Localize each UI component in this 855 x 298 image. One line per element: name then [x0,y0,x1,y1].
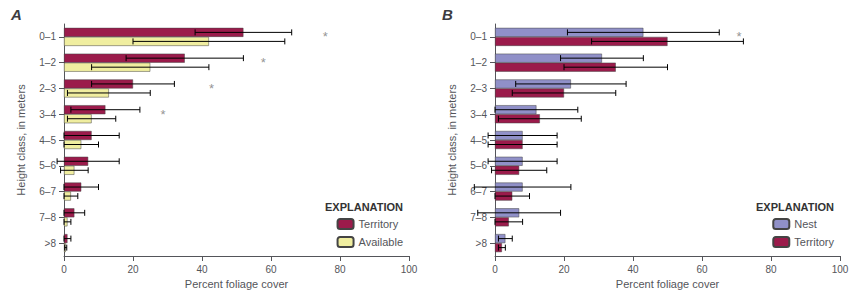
svg-text:20: 20 [558,264,570,275]
svg-text:5–6: 5–6 [470,160,487,171]
svg-text:4–5: 4–5 [470,135,487,146]
svg-text:Height class, in meters: Height class, in meters [15,84,27,196]
svg-text:6–7: 6–7 [39,186,56,197]
svg-text:100: 100 [401,264,418,275]
svg-text:Territory: Territory [359,218,399,230]
svg-text:80: 80 [334,264,346,275]
svg-text:Height class, in meters: Height class, in meters [446,84,458,196]
svg-text:20: 20 [127,264,139,275]
svg-text:2–3: 2–3 [470,83,487,94]
svg-text:*: * [261,55,266,70]
svg-text:B: B [442,6,453,23]
svg-text:Nest: Nest [794,218,817,230]
svg-text:Available: Available [359,236,403,248]
svg-text:0–1: 0–1 [470,31,487,42]
svg-text:40: 40 [196,264,208,275]
svg-text:*: * [161,107,166,122]
svg-text:4–5: 4–5 [39,135,56,146]
svg-text:EXPLANATION: EXPLANATION [325,201,403,213]
svg-text:40: 40 [627,264,639,275]
svg-text:80: 80 [765,264,777,275]
svg-text:*: * [737,29,742,44]
svg-text:*: * [323,29,328,44]
svg-text:5–6: 5–6 [39,160,56,171]
svg-text:0–1: 0–1 [39,31,56,42]
svg-text:6–7: 6–7 [470,186,487,197]
svg-text:3–4: 3–4 [470,109,487,120]
svg-text:60: 60 [265,264,277,275]
svg-text:2–3: 2–3 [39,83,56,94]
svg-text:Percent foliage cover: Percent foliage cover [616,278,720,290]
svg-text:Territory: Territory [794,236,834,248]
svg-text:EXPLANATION: EXPLANATION [756,201,834,213]
svg-text:1–2: 1–2 [470,57,487,68]
svg-text:*: * [209,81,214,96]
svg-text:60: 60 [696,264,708,275]
svg-text:7–8: 7–8 [39,212,56,223]
svg-text:Percent foliage cover: Percent foliage cover [185,278,289,290]
svg-text:0: 0 [492,264,498,275]
svg-text:0: 0 [61,264,67,275]
svg-text:1–2: 1–2 [39,57,56,68]
svg-text:A: A [10,6,22,23]
svg-text:7–8: 7–8 [470,212,487,223]
svg-text:>8: >8 [476,238,488,249]
svg-text:3–4: 3–4 [39,109,56,120]
svg-text:>8: >8 [45,238,57,249]
svg-text:100: 100 [832,264,849,275]
